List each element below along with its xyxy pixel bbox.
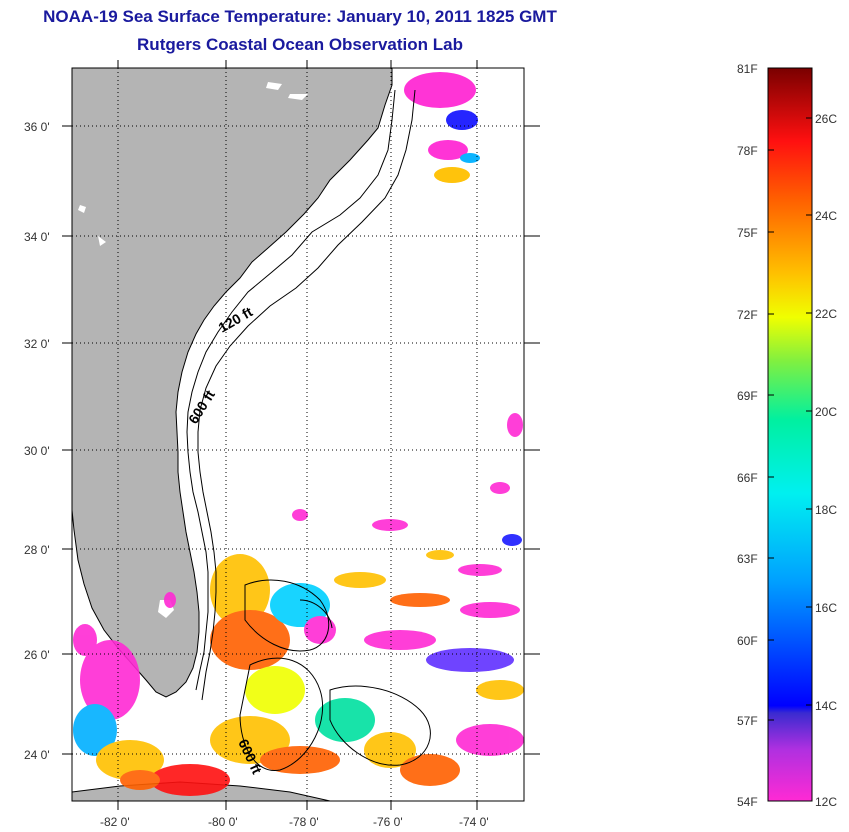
celsius-label: 22C bbox=[815, 307, 837, 321]
lon-label: -78 0' bbox=[289, 815, 319, 829]
inland-water bbox=[78, 82, 308, 618]
celsius-label: 24C bbox=[815, 209, 837, 223]
celsius-label: 16C bbox=[815, 601, 837, 615]
lat-label: 34 0' bbox=[24, 230, 50, 244]
celsius-label: 18C bbox=[815, 503, 837, 517]
map-grid bbox=[72, 68, 524, 801]
latitude-labels: 36 0' 34 0' 32 0' 30 0' 28 0' 26 0' 24 0… bbox=[24, 120, 50, 762]
lon-label: -76 0' bbox=[373, 815, 403, 829]
longitude-labels: -82 0' -80 0' -78 0' -76 0' -74 0' bbox=[100, 815, 489, 829]
celsius-label: 14C bbox=[815, 699, 837, 713]
colorbar-celsius-labels: 26C 24C 22C 20C 18C 16C 14C 12C bbox=[815, 112, 837, 809]
lat-label: 26 0' bbox=[24, 648, 50, 662]
lon-label: -74 0' bbox=[459, 815, 489, 829]
map-title: NOAA-19 Sea Surface Temperature: January… bbox=[43, 7, 557, 26]
colorbar bbox=[767, 67, 813, 802]
lat-label: 36 0' bbox=[24, 120, 50, 134]
lon-label: -80 0' bbox=[208, 815, 238, 829]
lat-label: 28 0' bbox=[24, 543, 50, 557]
sst-patches-north bbox=[404, 72, 480, 183]
map-subtitle: Rutgers Coastal Ocean Observation Lab bbox=[137, 35, 463, 54]
contour-600ft bbox=[197, 89, 416, 701]
celsius-label: 26C bbox=[815, 112, 837, 126]
colorbar-fahrenheit-labels: 81F 78F 75F 72F 69F 66F 63F 60F 57F 54F bbox=[737, 62, 758, 809]
map-ticks bbox=[62, 60, 540, 810]
contour-120ft bbox=[186, 89, 396, 691]
fahrenheit-label: 75F bbox=[737, 226, 758, 240]
fahrenheit-label: 66F bbox=[737, 471, 758, 485]
fahrenheit-label: 78F bbox=[737, 144, 758, 158]
fahrenheit-label: 81F bbox=[737, 62, 758, 76]
colorbar-ticks bbox=[768, 117, 812, 721]
fahrenheit-label: 60F bbox=[737, 634, 758, 648]
lat-label: 32 0' bbox=[24, 337, 50, 351]
fahrenheit-label: 63F bbox=[737, 552, 758, 566]
lat-label: 24 0' bbox=[24, 748, 50, 762]
lat-label: 30 0' bbox=[24, 444, 50, 458]
map-frame bbox=[71, 67, 525, 802]
celsius-label: 12C bbox=[815, 795, 837, 809]
celsius-label: 20C bbox=[815, 405, 837, 419]
fahrenheit-label: 57F bbox=[737, 714, 758, 728]
fahrenheit-label: 72F bbox=[737, 308, 758, 322]
fahrenheit-label: 54F bbox=[737, 795, 758, 809]
fahrenheit-label: 69F bbox=[737, 389, 758, 403]
lon-label: -82 0' bbox=[100, 815, 130, 829]
contour-bahamas bbox=[239, 579, 431, 771]
